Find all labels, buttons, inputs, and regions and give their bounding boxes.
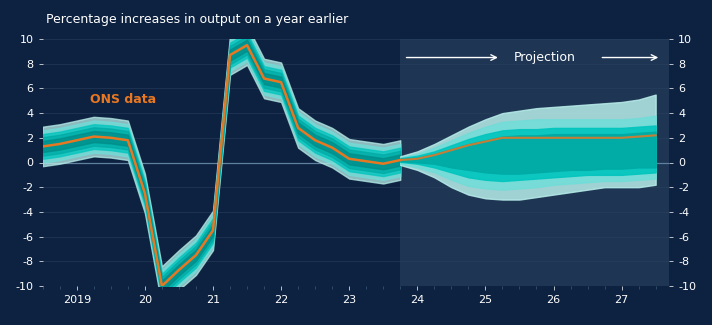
Bar	[400, 39, 690, 286]
Text: Percentage increases in output on a year earlier: Percentage increases in output on a year…	[46, 13, 349, 26]
Text: Projection: Projection	[514, 51, 576, 64]
Text: ONS data: ONS data	[90, 93, 157, 106]
